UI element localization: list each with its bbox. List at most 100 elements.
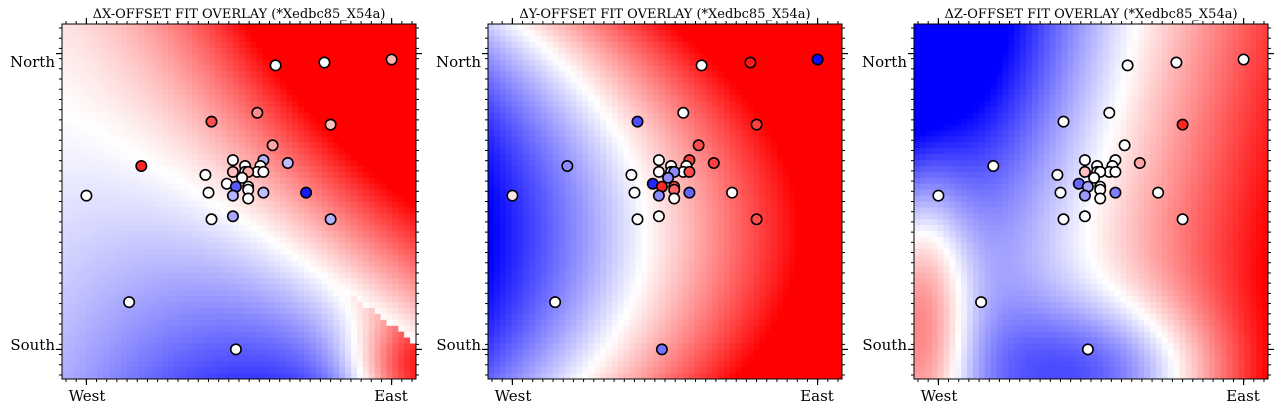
field-cell <box>386 325 393 333</box>
field-cell <box>374 29 382 37</box>
field-cell <box>535 231 542 238</box>
field-cell <box>244 237 252 244</box>
field-cell <box>600 183 607 191</box>
field-cell <box>280 337 287 345</box>
field-cell <box>156 65 163 72</box>
field-cell <box>523 349 530 356</box>
field-cell <box>351 219 358 226</box>
field-cell <box>380 290 388 297</box>
field-cell <box>380 225 388 232</box>
field-cell <box>132 166 140 173</box>
field-cell <box>209 35 216 43</box>
field-cell <box>274 171 281 179</box>
field-cell <box>493 47 501 55</box>
field-cell <box>91 100 98 108</box>
field-cell <box>91 278 98 285</box>
field-cell <box>594 284 601 291</box>
field-cell <box>121 349 128 356</box>
field-cell <box>91 195 98 203</box>
field-cell <box>150 231 157 238</box>
field-cell <box>262 148 270 155</box>
field-cell <box>594 83 601 90</box>
field-cell <box>132 100 140 108</box>
field-cell <box>558 284 566 291</box>
field-cell <box>511 367 519 374</box>
field-cell <box>523 361 530 368</box>
field-cell <box>79 231 87 238</box>
field-cell <box>126 308 134 315</box>
field-cell <box>91 106 98 114</box>
field-cell <box>374 177 382 185</box>
field-cell <box>547 83 554 90</box>
field-cell <box>511 237 519 244</box>
field-cell <box>298 195 305 203</box>
field-cell <box>410 231 416 238</box>
field-cell <box>535 308 542 315</box>
field-cell <box>517 83 524 90</box>
field-cell <box>552 53 560 61</box>
field-cell <box>67 302 75 309</box>
field-cell <box>138 124 146 132</box>
field-cell <box>168 189 175 197</box>
field-cell <box>156 142 163 149</box>
field-cell <box>517 343 524 351</box>
field-cell <box>576 100 583 108</box>
field-cell <box>150 278 157 285</box>
field-cell <box>517 53 524 61</box>
field-cell <box>327 71 334 78</box>
field-cell <box>588 136 595 143</box>
field-cell <box>132 231 140 238</box>
field-cell <box>85 231 93 238</box>
field-cell <box>327 207 334 214</box>
field-cell <box>280 142 287 149</box>
field-cell <box>298 106 305 114</box>
field-cell <box>180 106 187 114</box>
field-cell <box>126 65 134 72</box>
field-cell <box>162 349 169 356</box>
field-cell <box>523 100 530 108</box>
field-cell <box>85 248 93 256</box>
field-cell <box>197 231 205 238</box>
field-cell <box>576 59 583 67</box>
field-cell <box>221 337 228 345</box>
field-cell <box>357 248 364 256</box>
field-cell <box>374 337 382 345</box>
field-cell <box>209 367 216 374</box>
field-cell <box>67 89 75 96</box>
field-cell <box>333 349 340 356</box>
field-cell <box>368 313 376 321</box>
field-cell <box>535 41 542 49</box>
field-cell <box>144 308 152 315</box>
field-cell <box>303 373 311 379</box>
field-cell <box>268 284 275 291</box>
field-cell <box>386 100 393 108</box>
scatter-point <box>226 189 239 202</box>
field-cell <box>126 373 134 379</box>
field-cell <box>505 308 513 315</box>
field-cell <box>168 130 175 138</box>
field-cell <box>239 302 246 309</box>
field-cell <box>309 373 317 379</box>
field-cell <box>558 177 566 185</box>
field-cell <box>126 35 134 43</box>
field-cell <box>404 130 411 138</box>
field-cell <box>488 272 495 280</box>
field-cell <box>564 349 572 356</box>
field-cell <box>511 355 519 362</box>
field-cell <box>138 207 146 214</box>
field-cell <box>345 118 352 126</box>
field-cell <box>221 361 228 368</box>
field-cell <box>339 248 346 256</box>
field-cell <box>410 100 416 108</box>
field-cell <box>256 71 264 78</box>
field-cell <box>185 361 193 368</box>
field-cell <box>262 272 270 280</box>
field-cell <box>203 35 211 43</box>
field-cell <box>292 59 299 67</box>
field-cell <box>215 319 222 327</box>
field-cell <box>594 296 601 303</box>
field-cell <box>547 59 554 67</box>
field-cell <box>594 100 601 108</box>
field-cell <box>529 47 536 55</box>
field-cell <box>209 284 216 291</box>
